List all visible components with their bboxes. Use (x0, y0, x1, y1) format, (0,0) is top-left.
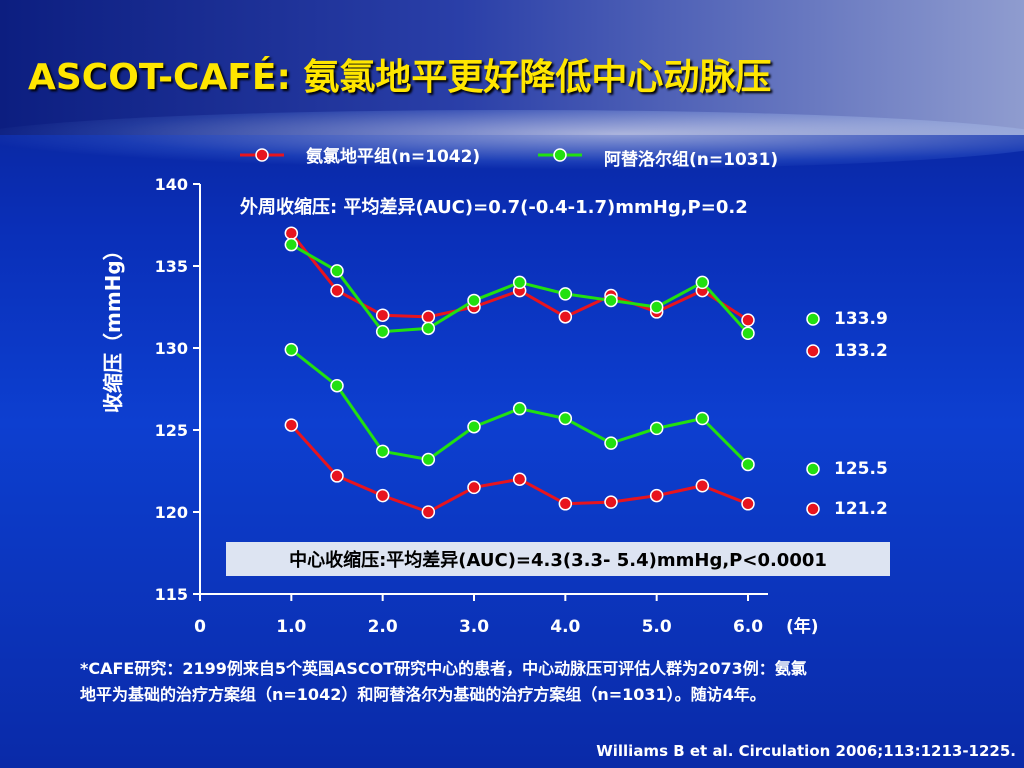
y-tick-label: 140 (155, 175, 188, 194)
data-point (695, 411, 710, 426)
data-point (330, 469, 344, 483)
end-marker-1 (806, 344, 820, 358)
x-tick-label: 5.0 (642, 617, 672, 637)
data-point (421, 321, 436, 336)
data-point (284, 342, 299, 357)
central-annotation-box: 中心收缩压:平均差异(AUC)=4.3(3.3- 5.4)mmHg,P<0.00… (226, 542, 890, 576)
x-tick-label: 0 (194, 617, 206, 637)
x-tick-label: 4.0 (550, 617, 580, 637)
legend-symbol-atenolol-marker (553, 148, 567, 162)
data-point (604, 495, 618, 509)
data-point (284, 418, 299, 432)
data-point (695, 275, 710, 290)
series-line-central-3 (290, 424, 749, 514)
data-point (741, 313, 755, 327)
legend-label-amlodipine: 氨氯地平组(n=1042) (306, 147, 481, 167)
data-point (741, 326, 755, 340)
x-unit-label: (年) (786, 616, 819, 637)
end-label-central-atenolol: 125.5 (834, 459, 888, 479)
data-point (284, 237, 299, 252)
data-point (558, 310, 573, 324)
data-point (375, 308, 390, 322)
data-point (558, 497, 573, 511)
data-point (330, 283, 344, 298)
end-marker-2 (806, 462, 820, 476)
data-point (741, 457, 755, 472)
data-point (649, 421, 664, 436)
y-axis-label: 收缩压（mmHg） (101, 240, 125, 413)
data-point (741, 497, 755, 511)
data-point (512, 472, 527, 486)
data-point (284, 226, 299, 240)
end-label-peripheral-amlodipine: 133.2 (834, 341, 888, 361)
y-tick-label: 115 (155, 585, 188, 604)
legend-symbol-amlodipine-marker (255, 148, 269, 162)
data-point (558, 411, 573, 426)
peripheral-annotation: 外周收缩压: 平均差异(AUC)=0.7(-0.4-1.7)mmHg,P=0.2 (240, 197, 748, 218)
page-title: ASCOT-CAFÉ: 氨氯地平更好降低中心动脉压 (28, 57, 772, 98)
data-point (512, 275, 527, 290)
data-point (375, 488, 390, 503)
x-tick-label: 1.0 (276, 617, 306, 637)
data-point (649, 488, 664, 503)
end-marker-0 (806, 312, 820, 326)
end-label-central-amlodipine: 121.2 (834, 499, 888, 519)
citation: Williams B et al. Circulation 2006;113:1… (596, 742, 1016, 760)
data-point (512, 401, 527, 416)
y-tick-label: 135 (155, 257, 188, 276)
central-annotation: 中心收缩压:平均差异(AUC)=4.3(3.3- 5.4)mmHg,P<0.00… (289, 550, 827, 571)
data-point (421, 452, 436, 467)
data-point (375, 324, 390, 339)
decorative-swoosh (0, 110, 1024, 170)
data-point (330, 264, 344, 278)
footnote: *CAFE研究：2199例来自5个英国ASCOT研究中心的患者，中心动脉压可评估… (80, 656, 980, 708)
data-point (695, 479, 710, 493)
data-point (421, 505, 436, 519)
y-tick-label: 120 (155, 503, 188, 522)
data-point (467, 293, 481, 308)
footnote-line-1: *CAFE研究：2199例来自5个英国ASCOT研究中心的患者，中心动脉压可评估… (80, 659, 807, 678)
end-marker-3 (806, 502, 820, 516)
legend-label-atenolol: 阿替洛尔组(n=1031) (604, 150, 779, 170)
data-point (604, 436, 618, 450)
data-point (558, 287, 573, 301)
footnote-line-2: 地平为基础的治疗方案组（n=1042）和阿替洛尔为基础的治疗方案组（n=1031… (80, 685, 766, 704)
data-point (421, 310, 436, 324)
data-point (467, 480, 481, 495)
x-tick-label: 6.0 (733, 617, 763, 637)
data-point (649, 300, 664, 314)
data-point (330, 378, 344, 393)
data-point (375, 444, 390, 459)
data-point (467, 419, 481, 434)
y-tick-label: 130 (155, 339, 188, 358)
x-tick-label: 2.0 (368, 617, 398, 637)
data-point (604, 293, 618, 308)
x-tick-label: 3.0 (459, 617, 489, 637)
y-tick-label: 125 (155, 421, 188, 440)
end-label-peripheral-atenolol: 133.9 (834, 309, 888, 329)
